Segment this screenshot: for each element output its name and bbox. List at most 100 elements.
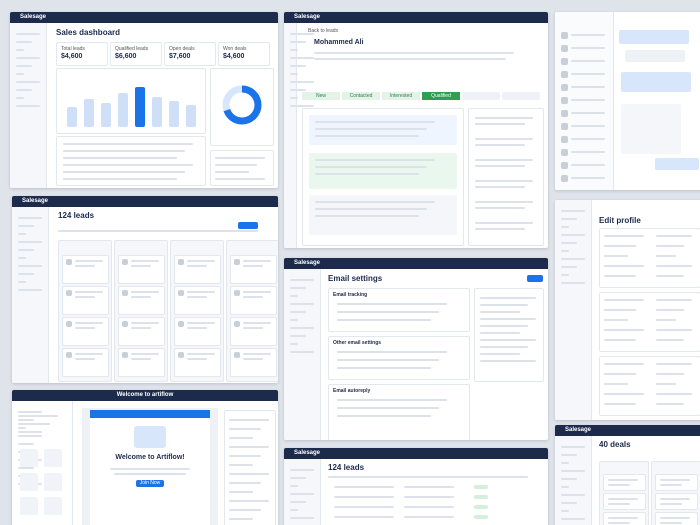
sidebar <box>555 436 592 525</box>
email-banner <box>90 410 210 418</box>
back-link[interactable]: Back to leads <box>308 28 339 34</box>
placeholder-line <box>290 81 314 83</box>
deal-column <box>599 461 649 525</box>
placeholder-line <box>16 65 32 67</box>
stage-step: Interested <box>382 92 420 100</box>
placeholder-line <box>404 496 454 498</box>
placeholder-line <box>290 477 306 479</box>
block <box>561 136 568 143</box>
placeholder-line <box>290 485 298 487</box>
lead-card <box>230 255 277 284</box>
placeholder-line <box>315 215 419 217</box>
placeholder-line <box>315 166 427 168</box>
placeholder-line <box>660 522 682 524</box>
placeholder-line <box>290 335 306 337</box>
deal-card <box>603 474 646 491</box>
placeholder-line <box>290 509 298 511</box>
placeholder-line <box>604 403 636 405</box>
placeholder-line <box>18 427 26 429</box>
list-card <box>210 150 274 186</box>
placeholder-line <box>16 97 24 99</box>
section-title: Other email settings <box>333 340 382 346</box>
block <box>101 103 111 127</box>
text-line <box>114 473 186 475</box>
placeholder-line <box>571 60 605 62</box>
placeholder-line <box>604 329 644 331</box>
placeholder-line <box>561 274 569 276</box>
placeholder-line <box>337 359 439 361</box>
placeholder-line <box>243 358 263 360</box>
placeholder-line <box>18 419 34 421</box>
placeholder-line <box>660 517 690 519</box>
placeholder-line <box>229 446 269 448</box>
placeholder-line <box>18 431 42 433</box>
placeholder-line <box>75 260 103 262</box>
placeholder-line <box>243 296 263 298</box>
placeholder-line <box>243 322 271 324</box>
lead-card <box>230 317 277 346</box>
lead-card <box>62 286 109 315</box>
edit-profile-panel: Edit profile <box>555 200 700 420</box>
placeholder-line <box>18 289 42 291</box>
placeholder-line <box>475 180 533 182</box>
placeholder-line <box>475 123 525 125</box>
placeholder-line <box>660 503 682 505</box>
placeholder-line <box>480 304 528 306</box>
block <box>186 105 196 127</box>
block <box>122 321 128 327</box>
placeholder-line <box>315 201 435 203</box>
placeholder-line <box>480 339 536 341</box>
block <box>234 290 240 296</box>
profile-section <box>599 356 700 416</box>
placeholder-line <box>290 303 314 305</box>
placeholder-line <box>571 125 605 127</box>
block <box>561 32 568 39</box>
placeholder-line <box>404 516 454 518</box>
placeholder-line <box>315 173 419 175</box>
placeholder-line <box>187 296 207 298</box>
placeholder-line <box>475 138 533 140</box>
kanban-column <box>170 240 224 382</box>
placeholder-line <box>608 498 638 500</box>
placeholder-line <box>131 291 159 293</box>
placeholder-line <box>561 210 585 212</box>
placeholder-line <box>75 291 103 293</box>
placeholder-line <box>187 327 207 329</box>
placeholder-line <box>561 518 585 520</box>
placeholder-line <box>337 399 447 401</box>
placeholder-line <box>604 255 628 257</box>
placeholder-line <box>561 502 577 504</box>
section-title: Email tracking <box>333 292 368 298</box>
donut <box>222 85 262 125</box>
save-button[interactable] <box>527 275 543 282</box>
placeholder-line <box>243 265 263 267</box>
block <box>561 58 568 65</box>
welcome-title: Welcome to Artiflow! <box>115 454 185 461</box>
block <box>66 290 72 296</box>
placeholder-line <box>18 241 42 243</box>
stage-step: New <box>302 92 340 100</box>
placeholder-line <box>604 319 628 321</box>
placeholder-line <box>229 428 261 430</box>
placeholder-line <box>571 99 605 101</box>
block <box>122 290 128 296</box>
lead-card <box>62 348 109 377</box>
kpi-card: Total leads $4,600 <box>56 42 108 66</box>
placeholder-line <box>18 467 34 469</box>
join-button[interactable]: Join Now <box>136 480 164 487</box>
block <box>561 149 568 156</box>
kpi-label: Open deals <box>169 46 195 52</box>
placeholder-line <box>290 493 314 495</box>
block <box>474 495 488 499</box>
placeholder-line <box>656 393 692 395</box>
kpi-value: $4,600 <box>61 53 83 60</box>
block <box>561 71 568 78</box>
placeholder-line <box>18 273 34 275</box>
block <box>561 110 568 117</box>
placeholder-line <box>571 86 605 88</box>
kpi-value: $4,600 <box>223 53 245 60</box>
placeholder-line <box>229 509 261 511</box>
chart-card <box>56 68 206 134</box>
placeholder-line <box>315 208 427 210</box>
placeholder-line <box>16 105 40 107</box>
